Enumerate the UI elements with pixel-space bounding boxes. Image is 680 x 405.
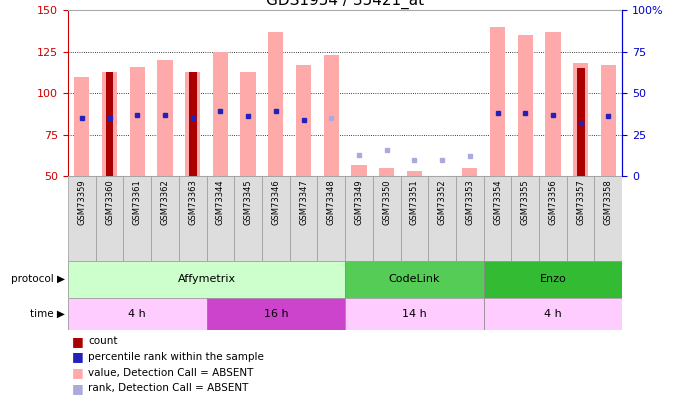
Text: percentile rank within the sample: percentile rank within the sample: [88, 352, 265, 362]
Text: Enzo: Enzo: [539, 275, 566, 284]
Bar: [373, 176, 401, 261]
Bar: [490, 27, 505, 176]
Bar: [68, 176, 96, 261]
Text: ■: ■: [71, 382, 83, 395]
Bar: [517, 35, 533, 176]
Title: GDS1954 / 35421_at: GDS1954 / 35421_at: [266, 0, 424, 9]
Bar: [157, 60, 173, 176]
Bar: [600, 65, 616, 176]
Text: GSM73350: GSM73350: [382, 179, 391, 225]
Text: 14 h: 14 h: [402, 309, 427, 319]
Bar: [483, 298, 622, 330]
Text: GSM73360: GSM73360: [105, 179, 114, 225]
Bar: [573, 63, 588, 176]
Bar: [235, 176, 262, 261]
Text: ■: ■: [71, 350, 83, 363]
Text: count: count: [88, 336, 118, 346]
Bar: [189, 72, 197, 176]
Text: value, Detection Call = ABSENT: value, Detection Call = ABSENT: [88, 368, 254, 377]
Text: 4 h: 4 h: [544, 309, 562, 319]
Bar: [352, 164, 367, 176]
Bar: [96, 176, 124, 261]
Bar: [151, 176, 179, 261]
Bar: [539, 176, 567, 261]
Text: ■: ■: [71, 366, 83, 379]
Text: GSM73359: GSM73359: [78, 179, 86, 225]
Text: 4 h: 4 h: [129, 309, 146, 319]
Bar: [577, 68, 585, 176]
Bar: [262, 176, 290, 261]
Text: Affymetrix: Affymetrix: [177, 275, 235, 284]
Bar: [483, 261, 622, 298]
Bar: [179, 176, 207, 261]
Text: GSM73356: GSM73356: [549, 179, 558, 225]
Bar: [511, 176, 539, 261]
Bar: [318, 176, 345, 261]
Text: rank, Detection Call = ABSENT: rank, Detection Call = ABSENT: [88, 384, 249, 393]
Text: GSM73358: GSM73358: [604, 179, 613, 225]
Text: protocol ▶: protocol ▶: [11, 275, 65, 284]
Text: GSM73351: GSM73351: [410, 179, 419, 225]
Bar: [68, 298, 207, 330]
Text: GSM73345: GSM73345: [243, 179, 252, 225]
Bar: [68, 261, 345, 298]
Text: GSM73357: GSM73357: [576, 179, 585, 225]
Text: time ▶: time ▶: [30, 309, 65, 319]
Bar: [324, 55, 339, 176]
Text: ■: ■: [71, 335, 83, 347]
Bar: [456, 176, 483, 261]
Bar: [290, 176, 318, 261]
Bar: [105, 72, 114, 176]
Bar: [102, 72, 117, 176]
Text: GSM73355: GSM73355: [521, 179, 530, 225]
Bar: [345, 298, 483, 330]
Text: GSM73349: GSM73349: [354, 179, 363, 225]
Text: GSM73346: GSM73346: [271, 179, 280, 225]
Bar: [207, 176, 234, 261]
Bar: [428, 176, 456, 261]
Bar: [268, 32, 284, 176]
Text: GSM73362: GSM73362: [160, 179, 169, 225]
Text: GSM73352: GSM73352: [438, 179, 447, 225]
Bar: [401, 176, 428, 261]
Bar: [124, 176, 151, 261]
Bar: [213, 51, 228, 176]
Bar: [594, 176, 622, 261]
Bar: [567, 176, 594, 261]
Text: GSM73353: GSM73353: [465, 179, 474, 225]
Text: CodeLink: CodeLink: [389, 275, 440, 284]
Text: GSM73344: GSM73344: [216, 179, 225, 225]
Bar: [345, 261, 483, 298]
Bar: [379, 168, 394, 176]
Bar: [185, 72, 201, 176]
Bar: [545, 32, 560, 176]
Text: GSM73354: GSM73354: [493, 179, 502, 225]
Bar: [241, 72, 256, 176]
Bar: [407, 171, 422, 176]
Bar: [483, 176, 511, 261]
Bar: [207, 298, 345, 330]
Text: GSM73347: GSM73347: [299, 179, 308, 225]
Bar: [130, 66, 145, 176]
Bar: [345, 176, 373, 261]
Text: GSM73361: GSM73361: [133, 179, 141, 225]
Text: GSM73363: GSM73363: [188, 179, 197, 226]
Text: GSM73348: GSM73348: [327, 179, 336, 225]
Text: 16 h: 16 h: [264, 309, 288, 319]
Bar: [462, 168, 477, 176]
Bar: [296, 65, 311, 176]
Bar: [74, 77, 90, 176]
